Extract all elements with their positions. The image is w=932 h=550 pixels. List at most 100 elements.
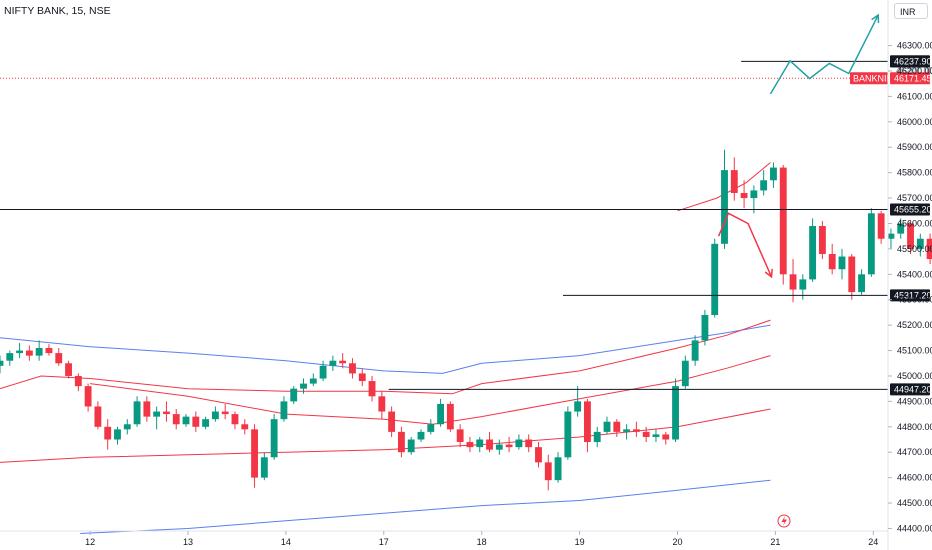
candle-body: [907, 223, 914, 249]
candle-body: [838, 256, 846, 270]
candle-body: [760, 180, 768, 191]
price-tick-label: 45300.00: [897, 295, 932, 305]
candlestick-series: [0, 149, 932, 491]
horizontal-levels[interactable]: 46237.90 45655.20 45317.20 44947.20 46201.00…: [0, 55, 932, 396]
candle-body: [662, 434, 670, 440]
candle-body: [495, 444, 503, 450]
level-price-tag: [890, 203, 930, 216]
candle-body: [926, 238, 932, 260]
candle-body: [721, 170, 728, 244]
level-price-tag: [890, 55, 930, 68]
candle-body: [750, 190, 758, 199]
candle-body: [143, 401, 151, 417]
candle-body: [16, 350, 24, 354]
time-tick-label: 18: [477, 537, 487, 547]
price-tick-label: 45700.00: [897, 193, 932, 203]
candle-body: [672, 386, 679, 440]
candle-body: [897, 223, 905, 234]
hidden-price-label: 46201.00: [896, 66, 932, 76]
candle-body: [593, 431, 601, 443]
candle-body: [94, 406, 102, 427]
candle-body: [329, 360, 337, 366]
candle-body: [241, 424, 249, 430]
candle-body: [163, 411, 170, 415]
projection-path[interactable]: [717, 212, 773, 278]
candle-body: [153, 411, 161, 417]
candle-body: [6, 353, 14, 361]
candle-body: [789, 274, 797, 290]
projection-arrowhead[interactable]: [764, 268, 773, 279]
candle-body: [711, 243, 719, 315]
candle-body: [603, 421, 611, 432]
price-tick-label: 44700.00: [897, 447, 932, 457]
candle-body: [378, 396, 386, 412]
price-tick-label: 45200.00: [897, 320, 932, 330]
candle-body: [172, 414, 180, 425]
projection-arrowhead[interactable]: [871, 13, 880, 24]
candle-body: [574, 401, 582, 412]
price-tick-label: 45000.00: [897, 371, 932, 381]
price-tick-label: 44900.00: [897, 396, 932, 406]
time-tick-label: 13: [183, 537, 193, 547]
candle-body: [701, 314, 709, 341]
candle-body: [544, 462, 552, 481]
time-tick-label: 24: [868, 537, 878, 547]
candle-body: [466, 442, 474, 448]
candle-body: [456, 429, 464, 443]
price-tick-label: 45600.00: [897, 218, 932, 228]
lightning-icon-bolt: [781, 516, 787, 526]
price-tick-label: 46100.00: [897, 91, 932, 101]
candle-body: [642, 431, 650, 437]
candle-body: [809, 226, 817, 280]
candle-body: [74, 375, 82, 387]
moving-average-line: [90, 355, 771, 425]
candle-body: [280, 401, 288, 420]
moving-average-line: [80, 479, 771, 534]
candle-body: [123, 424, 131, 430]
price-tick-label: 46000.00: [897, 117, 932, 127]
level-price-tag: [890, 289, 930, 302]
candle-body: [691, 340, 699, 361]
candle-body: [368, 381, 376, 397]
candle-body: [55, 353, 63, 364]
time-tick-label: 12: [85, 537, 95, 547]
candle-body: [623, 429, 631, 432]
candle-body: [319, 365, 327, 379]
candle-body: [525, 439, 533, 448]
candle-body: [476, 439, 484, 448]
candle-body: [867, 213, 875, 275]
candle-body: [916, 238, 924, 249]
time-tick-label: 17: [379, 537, 389, 547]
candle-body: [779, 167, 787, 275]
candle-body: [104, 426, 112, 440]
price-tick-label: 46300.00: [897, 41, 932, 51]
candle-body: [848, 256, 856, 293]
candle-body: [133, 401, 141, 425]
candle-body: [358, 373, 366, 382]
symbol-tag: [850, 72, 888, 85]
candle-body: [35, 348, 43, 356]
time-tick-label: 14: [281, 537, 291, 547]
price-tick-label: 45100.00: [897, 346, 932, 356]
level-price-label: 45317.20: [894, 290, 932, 300]
symbol-label: BANKNIFTY: [853, 73, 904, 83]
candle-body: [828, 253, 836, 270]
price-tick-label: 44500.00: [897, 498, 932, 508]
time-tick-label: 21: [770, 537, 780, 547]
candle-body: [486, 439, 493, 450]
last-price-tag: [890, 72, 930, 85]
currency-button[interactable]: INR: [894, 3, 928, 19]
price-tick-label: 44800.00: [897, 422, 932, 432]
candle-body: [45, 348, 53, 354]
candle-body: [887, 233, 895, 239]
candle-body: [388, 411, 396, 432]
candle-body: [202, 419, 210, 427]
projection-path[interactable]: [769, 14, 879, 95]
lightning-icon[interactable]: [777, 514, 791, 528]
candle-body: [877, 213, 885, 239]
candle-body: [192, 416, 200, 427]
projection-drawings[interactable]: [717, 13, 880, 279]
candle-body: [397, 431, 405, 453]
